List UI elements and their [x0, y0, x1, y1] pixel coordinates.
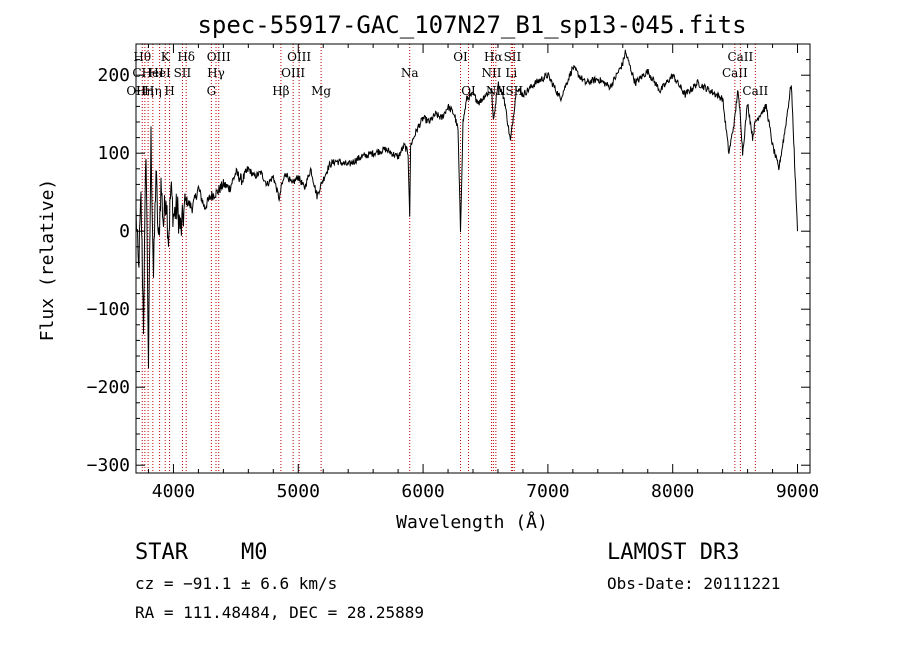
line-label-11: Hγ [207, 66, 225, 80]
line-label-14: OIII [281, 66, 305, 80]
line-label-17: Na [401, 66, 419, 80]
line-label-8: SII [174, 66, 192, 80]
x-tick-label-1: 5000 [277, 481, 320, 502]
line-label-22: NII [486, 84, 506, 98]
line-label-18: OI [453, 50, 468, 64]
line-label-26: CaII [722, 66, 748, 80]
line-label-15: OIII [287, 50, 311, 64]
line-label-12: OIII [207, 50, 231, 64]
line-label-13: Hβ [272, 84, 289, 98]
line-label-5: HeI [148, 66, 171, 80]
line-label-24: SII [504, 50, 522, 64]
plot-frame [135, 43, 811, 474]
line-label-25: SII [505, 84, 523, 98]
line-label-19: OI [461, 84, 476, 98]
x-axis-label: Wavelength (Å) [396, 511, 548, 533]
line-label-6: K [161, 50, 171, 64]
survey-name: LAMOST DR3 [607, 540, 740, 565]
object-class: STAR [135, 540, 188, 565]
line-label-7: H [164, 84, 174, 98]
y-tick-label-5: 200 [97, 65, 130, 86]
x-tick-label-2: 6000 [401, 481, 444, 502]
line-label-1: Hθ [133, 50, 151, 64]
line-label-2: Hη [136, 84, 154, 98]
observation-date: Obs-Date: 20111221 [607, 574, 781, 593]
flux-series [135, 49, 798, 369]
coordinates: RA = 111.48484, DEC = 28.25889 [135, 603, 424, 622]
y-tick-label-3: 0 [119, 221, 130, 242]
x-tick-label-0: 4000 [152, 481, 195, 502]
spectral-line-markers: OIIHθHηCHeIHηHeIKHSIIHδGHγOIIIHβOIIIOIII… [126, 44, 768, 473]
x-tick-label-3: 7000 [526, 481, 569, 502]
x-tick-label-5: 9000 [776, 481, 819, 502]
object-subclass: M0 [241, 540, 268, 565]
y-tick-label-2: −100 [87, 299, 130, 320]
y-tick-label-0: −300 [87, 455, 130, 476]
redshift-velocity: cz = −91.1 ± 6.6 km/s [135, 574, 338, 593]
line-label-28: CaII [742, 84, 768, 98]
line-label-3: CHeI [132, 66, 164, 80]
line-label-10: G [207, 84, 217, 98]
x-tick-label-4: 8000 [651, 481, 694, 502]
line-label-27: CaII [727, 50, 753, 64]
axis-ticks: 4000 5000 6000 7000 8000 9000 −300 −200 −100 0 100… [87, 44, 819, 502]
line-label-21: Hα [484, 50, 503, 64]
chart-title: spec-55917-GAC_107N27_B1_sp13-045.fits [197, 11, 746, 39]
y-axis-label: Flux (relative) [37, 179, 58, 342]
flux-line [135, 49, 798, 369]
line-label-4: Hη [144, 84, 162, 98]
line-label-23: Li [505, 66, 517, 80]
line-label-9: Hδ [177, 50, 195, 64]
line-label-16: Mg [311, 84, 331, 98]
line-label-20: NII [481, 66, 501, 80]
y-tick-label-1: −200 [87, 377, 130, 398]
y-tick-label-4: 100 [97, 143, 130, 164]
